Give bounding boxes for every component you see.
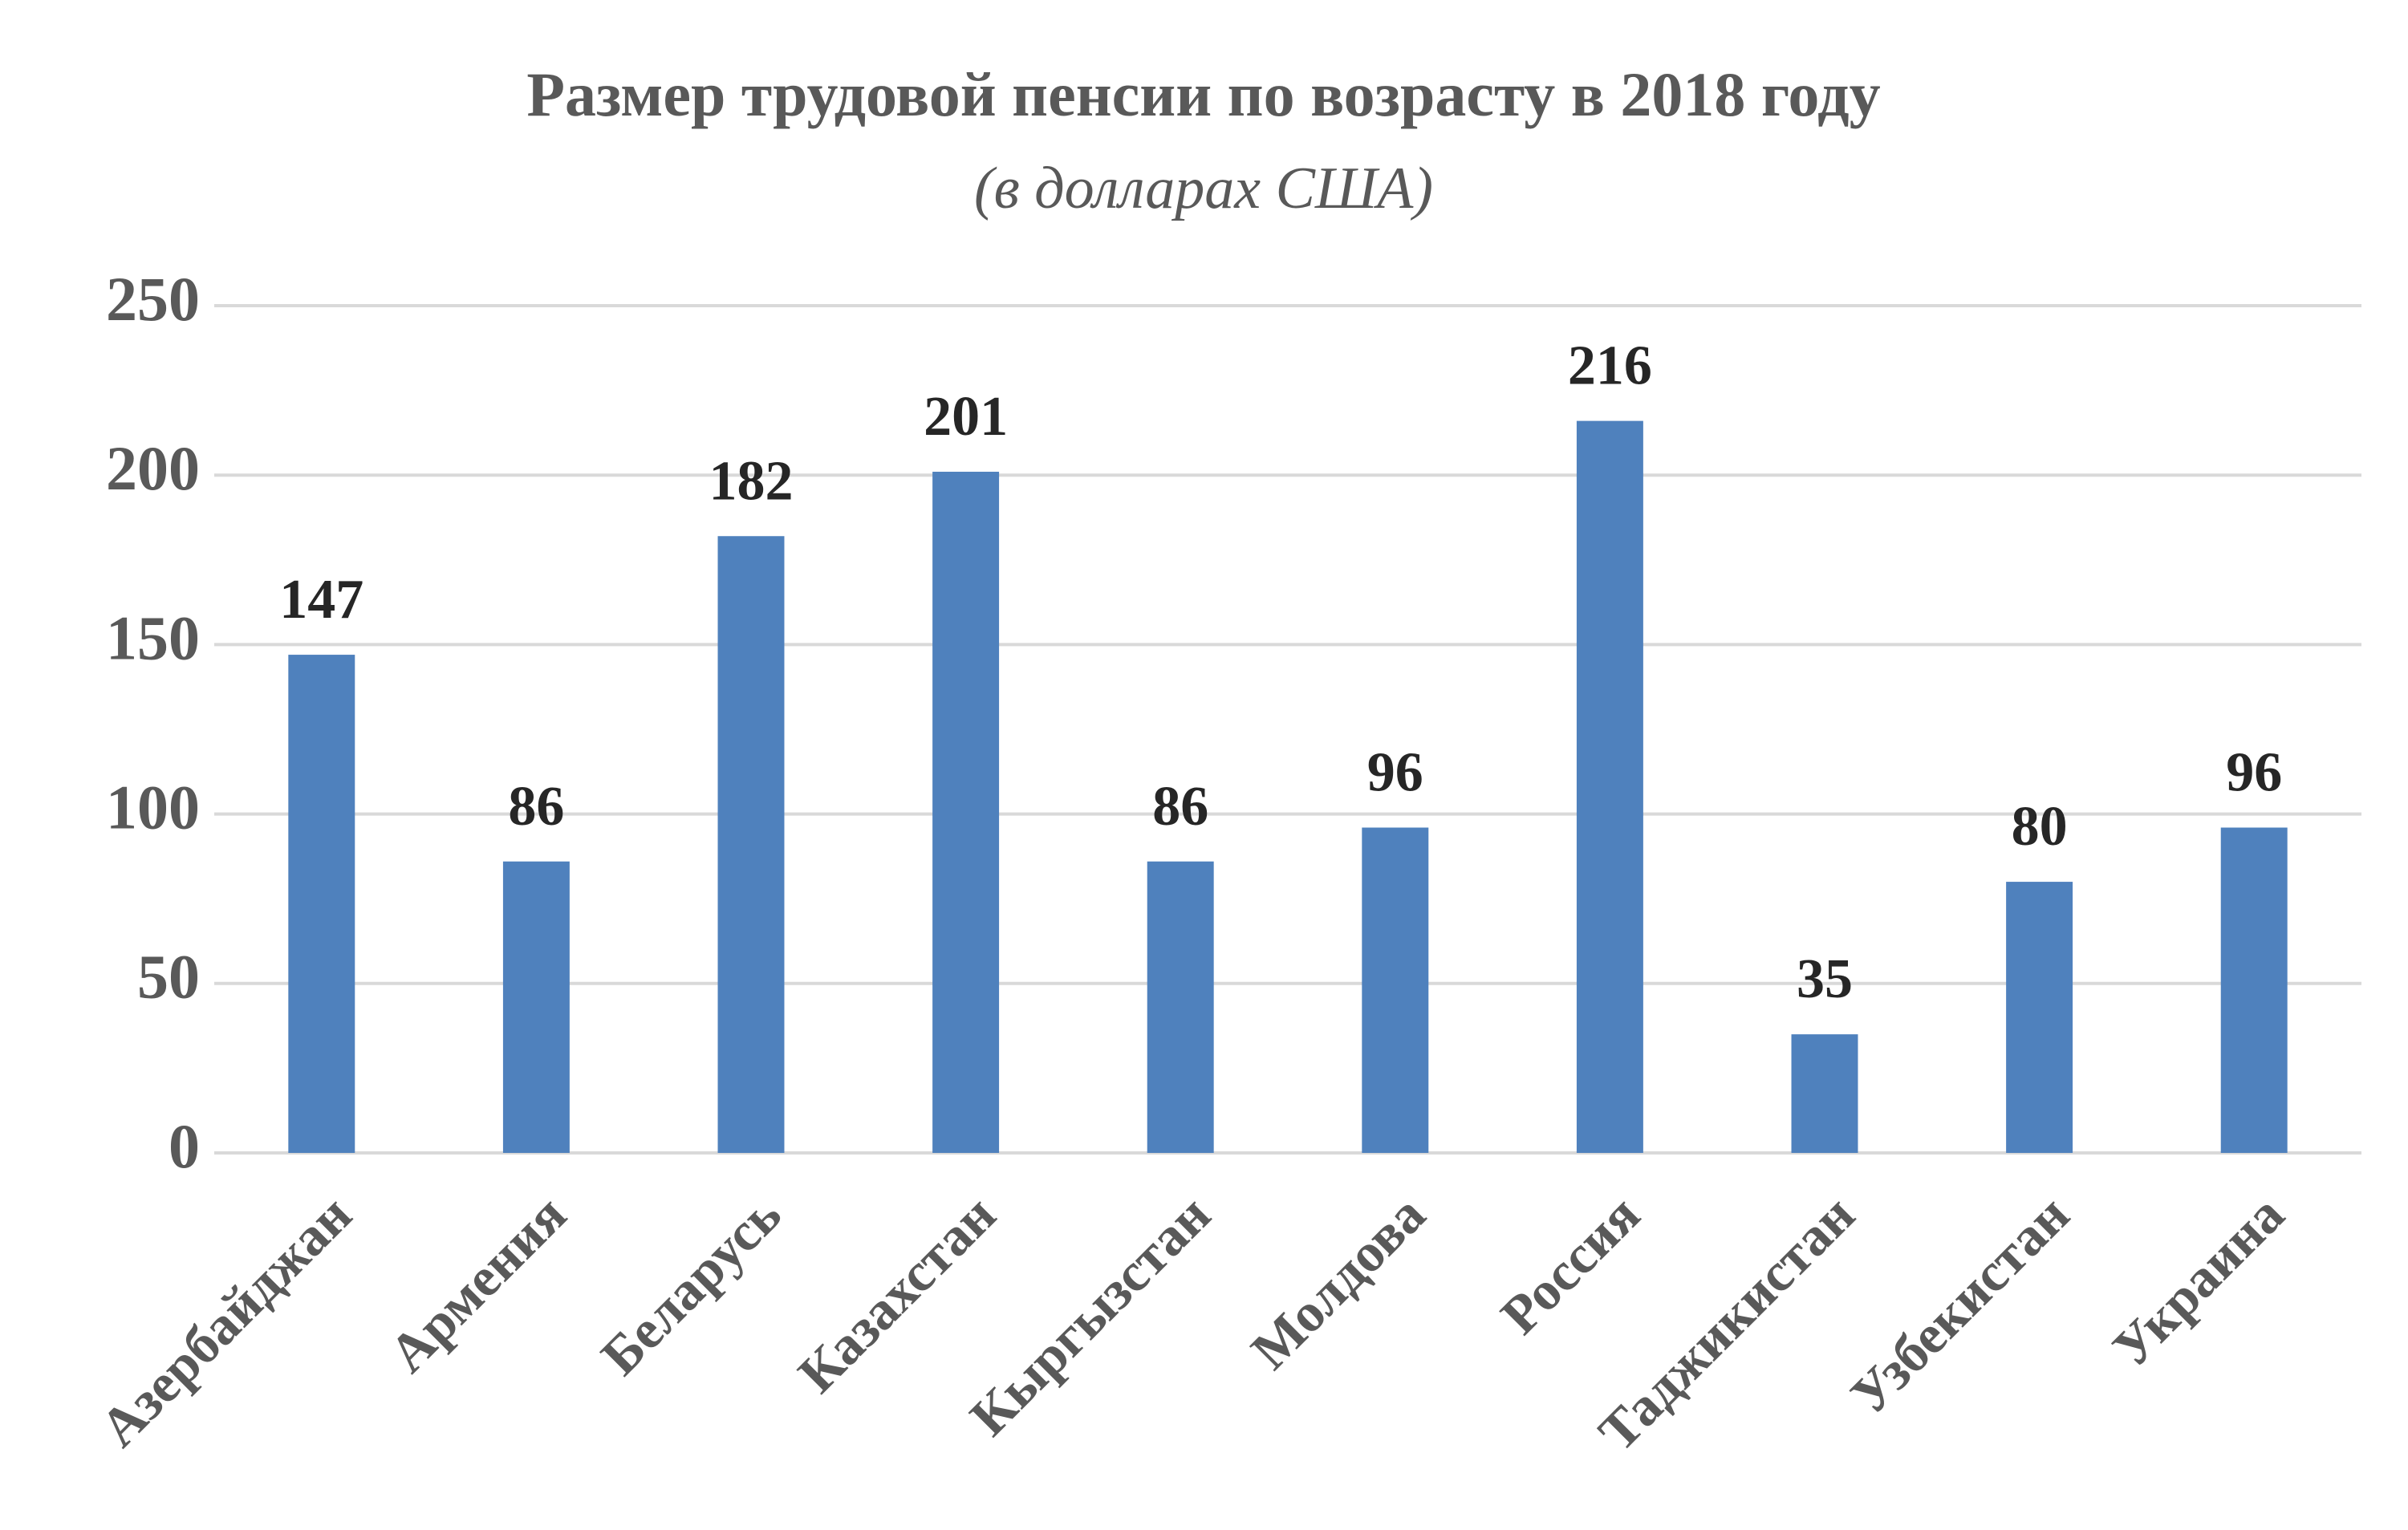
y-tick-label: 0 bbox=[169, 1111, 200, 1181]
bar bbox=[717, 536, 785, 1153]
chart-title: Размер трудовой пенсии по возрасту в 201… bbox=[526, 59, 1880, 129]
y-tick-label: 200 bbox=[106, 433, 200, 503]
bar bbox=[1147, 861, 1214, 1153]
bar bbox=[1362, 827, 1429, 1153]
x-tick-label: Армения bbox=[377, 1183, 578, 1384]
bar bbox=[1791, 1034, 1858, 1153]
value-label: 96 bbox=[2226, 742, 2282, 804]
bar bbox=[502, 861, 570, 1153]
bar bbox=[1576, 420, 1643, 1153]
x-tick-label: Украина bbox=[2101, 1183, 2296, 1378]
bar bbox=[2006, 882, 2073, 1153]
y-tick-label: 150 bbox=[106, 603, 200, 672]
value-label: 201 bbox=[924, 386, 1008, 448]
y-tick-label: 50 bbox=[137, 942, 200, 1012]
value-label: 216 bbox=[1568, 335, 1652, 397]
chart-subtitle: (в долларах США) bbox=[974, 156, 1433, 221]
x-tick-label: Узбекистан bbox=[1838, 1183, 2081, 1426]
bar bbox=[2220, 827, 2288, 1153]
bar bbox=[932, 471, 1000, 1153]
y-tick-label: 100 bbox=[106, 773, 200, 842]
value-label: 147 bbox=[279, 569, 363, 631]
x-tick-label: Беларусь bbox=[589, 1183, 792, 1386]
x-tick-label: Азербайджан bbox=[88, 1183, 363, 1459]
y-tick-label: 250 bbox=[106, 264, 200, 334]
x-tick-label: Молдова bbox=[1239, 1183, 1436, 1381]
x-tick-label: Казахстан bbox=[786, 1183, 1007, 1404]
x-tick-label: Россия bbox=[1489, 1183, 1651, 1345]
bar bbox=[288, 655, 355, 1153]
value-label: 35 bbox=[1797, 948, 1853, 1010]
value-label: 96 bbox=[1367, 742, 1423, 804]
value-label: 182 bbox=[709, 450, 794, 512]
value-label: 86 bbox=[1152, 776, 1208, 838]
value-label: 86 bbox=[508, 776, 564, 838]
value-label: 80 bbox=[2012, 796, 2068, 858]
